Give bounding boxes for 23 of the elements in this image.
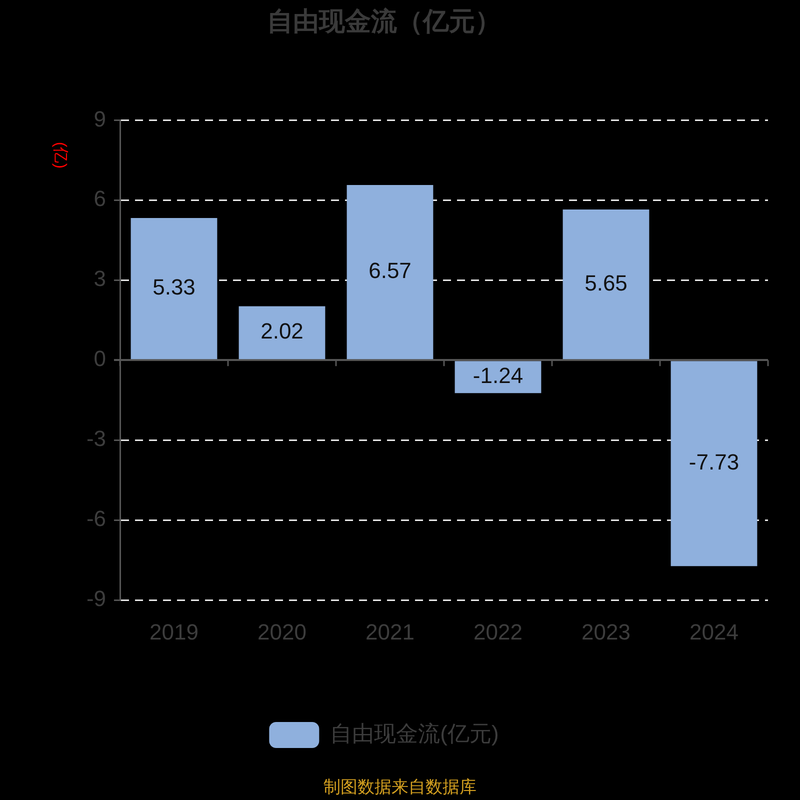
- data-label: -1.24: [472, 363, 524, 388]
- chart-title: 自由现金流（亿元）: [267, 6, 501, 36]
- x-tick-label: 2022: [474, 619, 522, 644]
- y-tick-label: 3: [94, 266, 106, 292]
- y-tick-label: -9: [86, 586, 106, 612]
- text: 制图数据来自数据库: [324, 778, 476, 797]
- x-tick-label: 2019: [150, 619, 198, 644]
- data-label: 2.02: [260, 318, 304, 344]
- data-label: 6.57: [368, 258, 412, 284]
- y-tick-label: 6: [94, 186, 106, 212]
- y-tick-label: -3: [86, 426, 106, 452]
- x-tick-label: 2020: [258, 619, 306, 644]
- y-tick-label: 9: [94, 106, 106, 132]
- legend-label: 自由现金流(亿元): [330, 721, 499, 746]
- data-label: 5.65: [584, 270, 628, 296]
- y-tick-label: 0: [94, 346, 106, 372]
- data-label: -7.73: [688, 450, 740, 475]
- x-tick-label: 2021: [366, 619, 414, 644]
- x-tick-label: 2023: [582, 619, 630, 644]
- y-axis-title: (亿): [52, 142, 69, 169]
- y-tick-label: -6: [86, 506, 106, 532]
- data-label: 5.33: [152, 274, 196, 300]
- x-tick-label: 2024: [690, 619, 738, 644]
